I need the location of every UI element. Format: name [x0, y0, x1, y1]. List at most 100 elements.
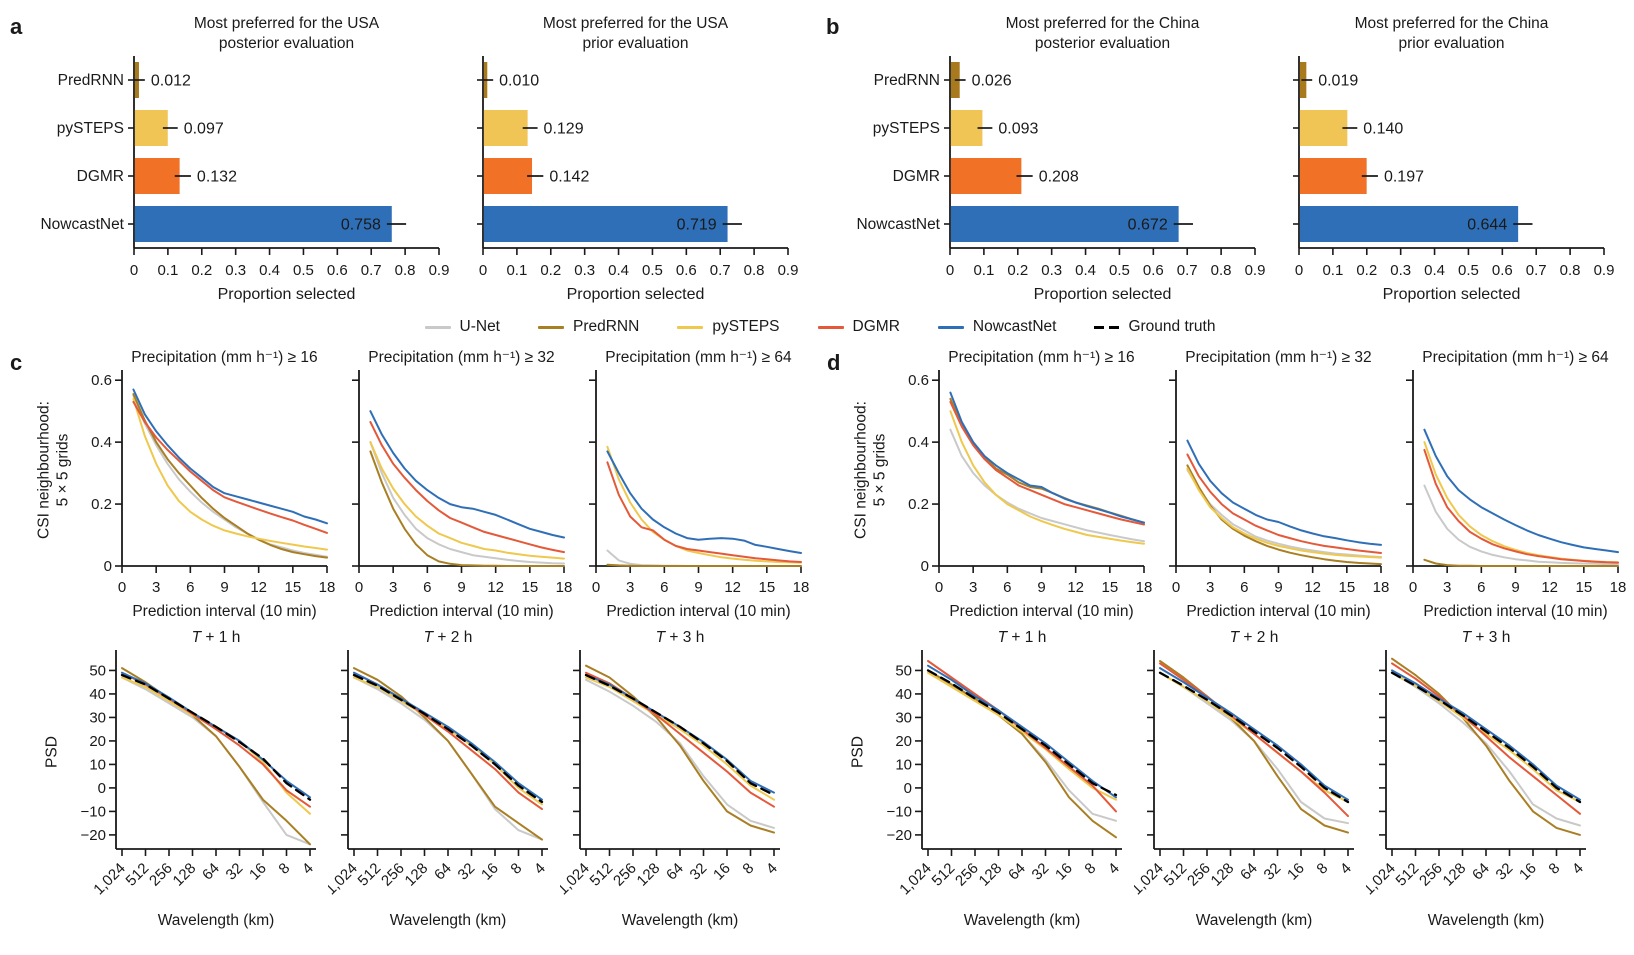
- x-tick-label: 32: [1261, 860, 1285, 884]
- x-tick-label: 9: [1511, 579, 1519, 596]
- x-tick-label: 0: [130, 262, 138, 279]
- x-tick-label: 18: [793, 579, 810, 596]
- series-nowcastnet-line: [949, 391, 1145, 524]
- y-tick-label: 50: [89, 662, 106, 679]
- legend-line-swatch: [424, 325, 451, 329]
- x-axis-label: Wavelength (km): [1196, 912, 1313, 929]
- x-tick-label: 4: [763, 860, 781, 878]
- bar-row: a Most preferred for the USA posterior ev…: [10, 8, 1630, 308]
- x-tick-label: 12: [1541, 579, 1558, 596]
- x-tick-label: 18: [556, 579, 573, 596]
- series-u-net-line: [585, 678, 775, 829]
- x-tick-label: 0: [935, 579, 943, 596]
- x-tick-label: 0: [118, 579, 126, 596]
- x-tick-label: 9: [220, 579, 228, 596]
- psd-chart-c-1h: PSD T + 1 h 50 40 30 20 10 0 −10 −20 1,024 512 256 12…: [40, 624, 328, 941]
- bar-chart-china-prior: Most preferred for the China prior evalua…: [1277, 8, 1626, 308]
- csi-chart-c-64: Precipitation (mm h⁻¹) ≥ 64 0 3 6 9 12 15 18 Pre…: [576, 344, 813, 624]
- x-tick-label: 8: [1081, 860, 1099, 878]
- chart-title: T + 2 h: [1230, 629, 1279, 646]
- y-tick-label: 0.6: [91, 372, 112, 389]
- x-tick-label: 18: [1373, 579, 1390, 596]
- y-tick-label: 0: [98, 780, 106, 797]
- x-tick-label: 8: [275, 860, 293, 878]
- x-tick-label: 0.9: [778, 262, 799, 279]
- value-label-dgmr: 0.142: [549, 169, 589, 186]
- x-tick-label: 6: [186, 579, 194, 596]
- line-chart-svg: Precipitation (mm h⁻¹) ≥ 32 0 3 6 9 12 15 18Pre…: [352, 349, 573, 620]
- legend-item-u-net: U-Net: [424, 318, 500, 336]
- y-axis-label-text: PSD: [849, 735, 867, 768]
- series-u-net-line: [1391, 671, 1581, 827]
- x-tick-label: 16: [1284, 860, 1308, 884]
- y-tick-label: 20: [895, 733, 912, 750]
- x-tick-label: 0.5: [1109, 262, 1130, 279]
- line-chart-svg: Precipitation (mm h⁻¹) ≥ 32 0 3 6 9 12 15 18Pre…: [1169, 349, 1390, 620]
- y-tick-label: −20: [887, 827, 912, 844]
- y-tick-label: 0.4: [908, 434, 929, 451]
- bar-nowcastnet: [134, 206, 392, 242]
- panel-letter-d: d: [827, 350, 841, 375]
- x-tick-label: 3: [1206, 579, 1214, 596]
- series-predrnn-line: [606, 563, 802, 567]
- x-tick-label: 12: [250, 579, 267, 596]
- bar-dgmr: [134, 158, 180, 194]
- x-tick-label: 18: [1136, 579, 1153, 596]
- x-tick-label: 12: [724, 579, 741, 596]
- bar-dgmr: [1299, 158, 1367, 194]
- x-tick-label: 0.1: [506, 262, 527, 279]
- x-tick-label: 0.5: [1458, 262, 1479, 279]
- series-pysteps-line: [927, 671, 1117, 801]
- psd-chart-d-2h: T + 2 h 1,024 512 256 128 64 32 16 8 4 Wavelength …: [1134, 624, 1366, 941]
- x-tick-label: 15: [1338, 579, 1355, 596]
- series-predrnn-line: [927, 669, 1117, 839]
- value-label-predrnn: 0.026: [972, 73, 1012, 90]
- value-label-predrnn: 0.010: [499, 73, 539, 90]
- x-tick-label: 0: [355, 579, 363, 596]
- category-label-predrnn: PredRNN: [58, 72, 124, 89]
- legend-item-dgmr: DGMR: [817, 318, 900, 336]
- y-tick-label: 50: [895, 662, 912, 679]
- y-tick-label: −10: [887, 803, 912, 820]
- x-tick-label: 16: [1516, 860, 1540, 884]
- series-predrnn-line: [585, 664, 775, 834]
- series-pysteps-line: [949, 410, 1145, 545]
- x-tick-label: 4: [531, 860, 549, 878]
- series-pysteps-line: [1423, 441, 1619, 564]
- x-tick-label: 0: [592, 579, 600, 596]
- bar-nowcastnet: [950, 206, 1179, 242]
- x-tick-label: 0.3: [1390, 262, 1411, 279]
- x-tick-label: 32: [223, 860, 247, 884]
- bar-chart-svg: Most preferred for the China prior evalua…: [1293, 15, 1614, 303]
- series-nowcastnet-line: [927, 664, 1117, 799]
- bar-chart-svg: Most preferred for the USA posterior eval…: [40, 15, 449, 303]
- x-tick-label: 64: [1469, 860, 1493, 884]
- x-tick-label: 64: [1005, 860, 1029, 884]
- x-tick-label: 18: [319, 579, 336, 596]
- bar-nowcastnet: [483, 206, 728, 242]
- x-tick-label: 4: [1337, 860, 1355, 878]
- series-u-net-line: [121, 676, 311, 846]
- series-predrnn-line: [1159, 660, 1349, 834]
- x-axis-label: Proportion selected: [567, 286, 705, 303]
- x-tick-label: 0.2: [540, 262, 561, 279]
- legend-label: PredRNN: [573, 318, 640, 335]
- x-tick-label: 0.6: [676, 262, 697, 279]
- psd-chart-d-3h: T + 3 h 1,024 512 256 128 64 32 16 8 4 Wavelength …: [1366, 624, 1598, 941]
- psd-row: PSD T + 1 h 50 40 30 20 10 0 −10 −20 1,024 512 256 12…: [10, 624, 1630, 941]
- category-label-nowcastnet: NowcastNet: [856, 216, 940, 233]
- y-tick-label: 0.2: [908, 496, 929, 513]
- csi-chart-d-64: Precipitation (mm h⁻¹) ≥ 64 0 3 6 9 12 15 18 Pre…: [1393, 344, 1630, 624]
- psd-chart-c-3h: T + 3 h 1,024 512 256 128 64 32 16 8 4 Wavelength …: [560, 624, 792, 941]
- x-tick-label: 15: [1575, 579, 1592, 596]
- x-tick-label: 64: [431, 860, 455, 884]
- bar-nowcastnet: [1299, 206, 1519, 242]
- x-tick-label: 0.2: [1356, 262, 1377, 279]
- chart-title: Precipitation (mm h⁻¹) ≥ 32: [1185, 349, 1371, 366]
- x-axis-label: Prediction interval (10 min): [1423, 603, 1607, 620]
- x-tick-label: 0.9: [1245, 262, 1266, 279]
- y-tick-label: 0.6: [908, 372, 929, 389]
- y-axis-label-text: CSI neighbourhood: 5 × 5 grids: [35, 401, 71, 539]
- value-label-predrnn: 0.019: [1318, 73, 1358, 90]
